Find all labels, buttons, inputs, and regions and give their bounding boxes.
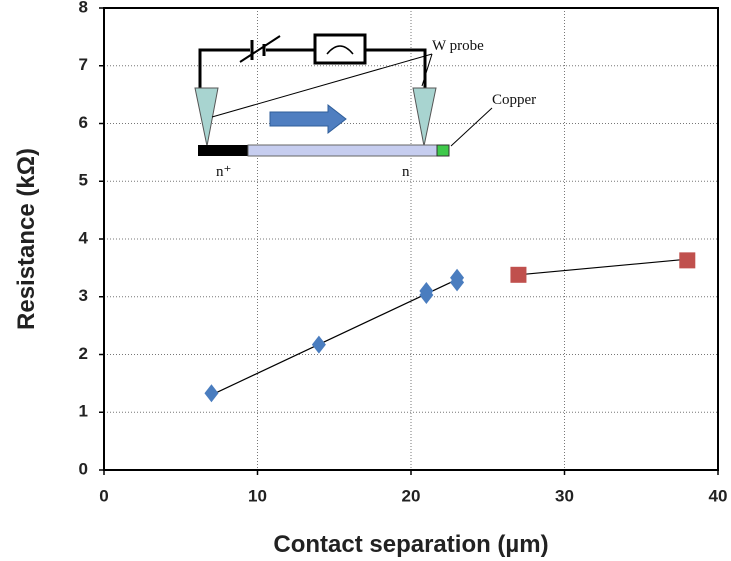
- trendline: [518, 259, 687, 275]
- y-tick-label: 7: [79, 55, 88, 74]
- y-tick-label: 0: [79, 459, 88, 478]
- grid: [104, 8, 718, 470]
- x-tick-label: 40: [709, 486, 728, 505]
- y-tick-label: 4: [79, 228, 89, 247]
- nanowire: [248, 145, 437, 156]
- y-tick-label: 8: [79, 0, 88, 16]
- probe-label: W probe: [432, 38, 484, 54]
- y-tick-label: 5: [79, 171, 88, 190]
- y-tick-label: 3: [79, 286, 88, 305]
- chart: Contact separation (µm) Resistance (kΩ) …: [0, 0, 731, 561]
- data-marks: [204, 252, 695, 402]
- meter: [315, 35, 365, 63]
- y-axis-title: Resistance (kΩ): [13, 148, 40, 330]
- x-axis-title: Contact separation (µm): [273, 531, 548, 558]
- wire: [365, 50, 425, 90]
- x-tick-label: 30: [555, 486, 574, 505]
- x-tick-label: 20: [402, 486, 421, 505]
- y-tick-label: 6: [79, 113, 88, 132]
- data-point: [510, 267, 526, 283]
- x-tick-label: 0: [99, 486, 108, 505]
- data-point: [679, 252, 695, 268]
- wire: [200, 50, 250, 90]
- data-point: [204, 384, 218, 402]
- data-point: [312, 336, 326, 354]
- copper-label: Copper: [492, 92, 536, 108]
- copper-contact: [437, 145, 449, 156]
- x-tick-label: 10: [248, 486, 267, 505]
- probe: [413, 88, 436, 146]
- n-plus-label: n⁺: [216, 164, 231, 180]
- n-label: n: [402, 164, 410, 180]
- pointer: [451, 108, 492, 146]
- y-tick-label: 1: [79, 402, 88, 421]
- direction-arrow: [270, 105, 346, 133]
- n-plus-region: [198, 145, 248, 156]
- probe: [195, 88, 218, 146]
- y-tick-label: 2: [79, 344, 88, 363]
